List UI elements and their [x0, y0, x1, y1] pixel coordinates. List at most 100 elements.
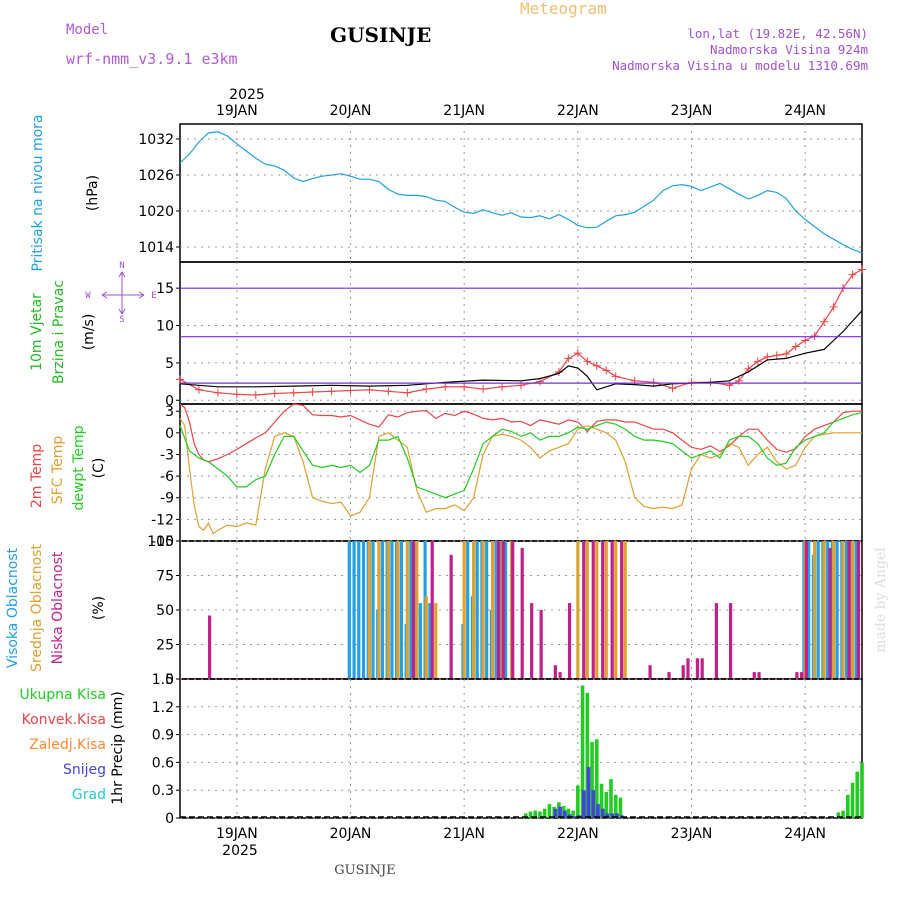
precip-bar: [600, 808, 605, 818]
cloud-bar: [700, 658, 704, 679]
bottom-day-label: 22JAN: [557, 826, 599, 842]
wind-speed-marker: [441, 382, 450, 391]
model-label: Model: [66, 22, 108, 38]
bottom-year-label: 2025: [222, 843, 258, 859]
model-elevation-label: Nadmorska Visina u modelu 1310.69m: [612, 58, 868, 73]
cloud-bar: [361, 541, 366, 679]
temp-ytick-label: -15: [151, 534, 174, 550]
precip-ytick-label: 0.3: [152, 783, 174, 799]
cloud-bar: [752, 672, 756, 679]
wind-speed-marker: [687, 378, 696, 387]
wind-speed-marker: [829, 302, 838, 311]
cloud-bar: [418, 603, 422, 679]
temp-ytick-label: 3: [165, 404, 174, 420]
station-title: GUSINJE: [330, 23, 431, 47]
precip-bar: [586, 767, 591, 818]
cloud-bar: [831, 541, 836, 679]
precip-bar: [547, 804, 552, 818]
cloud-side-label: Visoka Oblacnost Srednja Oblacnost Niska…: [5, 544, 107, 672]
cloud-bar: [352, 541, 356, 679]
cloud-bar: [591, 541, 595, 679]
temp-side-label: 2m Temp SFC Temp dewpt Temp (C): [29, 425, 107, 510]
cloud-bar: [377, 541, 381, 679]
precip-bar: [836, 812, 841, 818]
pressure-ytick-label: 1026: [138, 168, 174, 184]
precip-bar: [618, 797, 623, 818]
precip-bar: [610, 813, 614, 818]
precip-panel: 0 0.3 0.6 0.9 1.2 1.5: [152, 672, 864, 827]
wind-panel: 0 5 10 15: [156, 261, 866, 409]
cloud-title-low: Niska Oblacnost: [50, 551, 66, 664]
top-day-label: 23JAN: [671, 103, 713, 119]
cloud-bar: [601, 541, 605, 679]
pressure-series-line: [179, 131, 863, 254]
precip-ytick-label: 0.9: [152, 728, 174, 744]
cloud-bar: [430, 541, 434, 679]
cloud-title-mid: Srednja Oblacnost: [29, 544, 45, 672]
wind-speed-marker: [194, 385, 203, 394]
wind-speed-marker: [498, 382, 507, 391]
wind-speed-marker: [213, 388, 222, 397]
cloud-bar: [428, 603, 432, 679]
cloud-bar: [390, 541, 394, 679]
precip-legend-item: Zaledj.Kisa: [29, 737, 106, 753]
precip-bar: [590, 742, 594, 818]
wind-speed-marker: [251, 391, 260, 400]
wind-speed-marker: [289, 388, 298, 397]
precip-bar: [855, 771, 860, 818]
pressure-unit: (hPa): [85, 175, 101, 211]
cloud-bar: [357, 541, 361, 679]
lonlat-label: lon,lat (19.82E, 42.56N): [687, 26, 868, 41]
product-title: Meteogram: [520, 0, 607, 18]
cloud-bar: [485, 541, 489, 679]
pressure-ytick-label: 1032: [138, 132, 174, 148]
temp-ytick-label: -3: [160, 447, 174, 463]
compass-south: S: [119, 315, 124, 325]
cloud-bar: [539, 610, 543, 679]
cloud-bar: [826, 541, 830, 679]
wind-speed-marker: [176, 375, 184, 384]
wind-speed-marker: [592, 361, 601, 370]
cloud-bar: [494, 541, 498, 679]
precip-legend-item: Snijeg: [63, 762, 106, 778]
precip-bar: [850, 782, 855, 818]
wind-ytick-label: 10: [156, 319, 174, 335]
cloud-bar: [604, 541, 608, 679]
cloud-title-high: Visoka Oblacnost: [5, 547, 21, 668]
compass-east: E: [151, 291, 156, 301]
cloud-bar: [695, 658, 700, 679]
cloud-bar: [371, 541, 375, 679]
precip-ytick-label: 0.6: [152, 755, 174, 771]
precip-bar: [558, 806, 562, 818]
wind-series-line: [179, 310, 863, 391]
cloud-bar: [411, 541, 415, 679]
cloud-bar: [728, 603, 733, 679]
precip-bar: [566, 808, 571, 818]
temp-title-sfc: SFC Temp: [50, 436, 66, 505]
precip-bar: [615, 813, 619, 818]
wind-speed-marker: [573, 349, 582, 358]
cloud-bar: [620, 541, 624, 679]
wind-speed-marker: [564, 354, 573, 363]
precip-bar: [528, 811, 533, 818]
cloud-bar: [472, 541, 476, 679]
cloud-bar: [409, 541, 413, 679]
compass-north: N: [119, 261, 124, 271]
cloud-bar: [816, 541, 820, 679]
cloud-bar: [854, 541, 858, 679]
cloud-bar: [530, 603, 534, 679]
cloud-bar: [844, 541, 849, 679]
wind-side-label: 10m Vjetar Brzina i Pravac (m/s) N S W E: [29, 261, 157, 384]
temp-ytick-label: -9: [160, 491, 174, 507]
precip-bar: [604, 792, 609, 818]
precip-bar: [533, 810, 538, 818]
wind-speed-marker: [346, 386, 355, 395]
precip-legend: Ukupna Kisa Konvek.Kisa Zaledj.Kisa Snijeg G…: [19, 687, 106, 803]
cloud-ytick-label: 25: [156, 638, 174, 654]
cloud-bar: [681, 665, 685, 679]
pressure-ytick-label: 1020: [138, 204, 174, 220]
temp-ytick-label: -6: [160, 469, 174, 485]
precip-ytick-label: 1.2: [152, 700, 174, 716]
cloud-ytick-label: 0: [165, 672, 174, 688]
wind-speed-marker: [753, 357, 762, 366]
